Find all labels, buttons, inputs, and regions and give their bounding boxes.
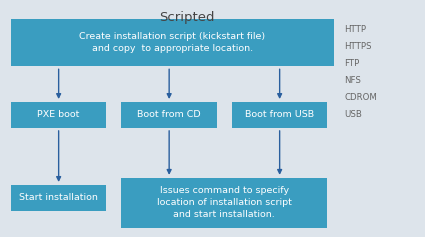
Text: USB: USB	[344, 110, 362, 119]
Text: Issues command to specify
location of installation script
and start installation: Issues command to specify location of in…	[157, 186, 292, 219]
Text: PXE boot: PXE boot	[37, 110, 79, 119]
FancyBboxPatch shape	[121, 178, 327, 228]
Text: Start installation: Start installation	[19, 193, 98, 202]
FancyBboxPatch shape	[11, 102, 106, 128]
Text: CDROM: CDROM	[344, 93, 377, 102]
Text: Boot from USB: Boot from USB	[245, 110, 314, 119]
FancyBboxPatch shape	[11, 185, 106, 211]
FancyBboxPatch shape	[232, 102, 327, 128]
Text: Boot from CD: Boot from CD	[137, 110, 201, 119]
FancyBboxPatch shape	[11, 19, 334, 66]
Text: NFS: NFS	[344, 76, 361, 85]
FancyBboxPatch shape	[121, 102, 217, 128]
Text: HTTPS: HTTPS	[344, 42, 372, 51]
Text: Scripted: Scripted	[159, 11, 215, 24]
Text: HTTP: HTTP	[344, 25, 366, 34]
Text: Create installation script (kickstart file)
and copy  to appropriate location.: Create installation script (kickstart fi…	[79, 32, 265, 53]
Text: FTP: FTP	[344, 59, 360, 68]
